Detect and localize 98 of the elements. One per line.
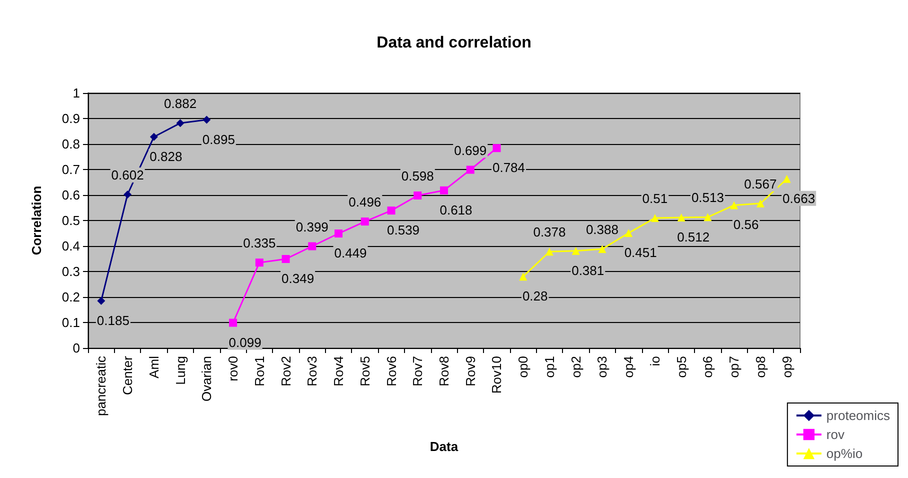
data-label: 0.496 [348, 194, 382, 210]
data-label: 0.378 [533, 224, 566, 240]
y-tick-label: 0.8 [62, 136, 80, 152]
point [519, 272, 528, 281]
point [414, 192, 422, 200]
legend-label: rov [826, 427, 845, 442]
point [97, 296, 106, 305]
data-label: 0.895 [202, 132, 235, 147]
point [677, 213, 686, 222]
data-label: 0.618 [440, 202, 472, 218]
x-tick-label: Rov1 [252, 356, 267, 386]
point [782, 174, 791, 183]
data-label: 0.51 [642, 190, 668, 206]
point [730, 201, 738, 210]
data-label: 0.512 [677, 229, 710, 244]
x-tick-label: pancreatic [94, 356, 109, 416]
x-tick-label: io [647, 356, 662, 366]
x-tick-label: Rov9 [462, 356, 478, 386]
data-label: 0.099 [228, 334, 262, 350]
point [624, 228, 633, 237]
y-tick-label: 0.1 [62, 315, 80, 330]
x-tick-label: op1 [542, 356, 557, 378]
data-label: 0.663 [782, 190, 816, 206]
x-tick-label: op0 [516, 356, 531, 378]
point [334, 230, 343, 238]
x-axis-title: Data [430, 439, 459, 454]
y-tick-label: 0.3 [62, 264, 80, 279]
y-tick-label: 0.6 [62, 188, 80, 202]
point [492, 144, 501, 152]
data-label: 0.399 [296, 219, 328, 234]
y-tick-label: 0.2 [62, 290, 80, 304]
point [598, 245, 606, 254]
x-tick-label: op6 [700, 356, 716, 378]
x-tick-label: op4 [621, 356, 636, 378]
data-label: 0.882 [164, 96, 197, 112]
x-tick-label: Aml [146, 356, 162, 378]
point [308, 242, 316, 250]
data-label: 0.349 [282, 271, 314, 286]
point [756, 199, 764, 208]
x-tick-label: Rov4 [331, 356, 346, 386]
y-tick-label: 0.9 [62, 111, 80, 126]
point [176, 119, 184, 128]
point [255, 258, 264, 267]
x-tick-label: Ovarian [199, 356, 214, 402]
point [545, 248, 554, 256]
x-tick-label: op2 [568, 356, 584, 378]
data-label: 0.567 [744, 176, 777, 192]
x-tick-label: op8 [752, 356, 768, 378]
x-tick-label: Rov5 [357, 356, 372, 386]
point [387, 206, 396, 215]
x-tick-label: op9 [779, 356, 794, 378]
data-label: 0.381 [572, 262, 604, 278]
x-tick-label: Rov10 [489, 356, 504, 394]
data-label: 0.513 [691, 190, 724, 206]
point [282, 255, 290, 264]
y-tick-label: 1 [72, 86, 80, 100]
data-label: 0.539 [386, 222, 420, 238]
x-tick-label: Rov8 [436, 356, 452, 386]
y-axis-title: Correlation [29, 186, 44, 256]
point [360, 218, 369, 226]
data-label: 0.451 [624, 244, 657, 260]
data-label: 0.388 [586, 222, 618, 238]
x-tick-label: Rov6 [384, 356, 399, 386]
legend-label: proteomics [826, 408, 890, 423]
x-tick-label: Rov2 [278, 356, 294, 386]
point [466, 166, 474, 174]
legend-label: op%io [826, 446, 863, 461]
data-label: 0.56 [733, 217, 759, 232]
x-tick-label: Center [120, 355, 136, 396]
point [440, 186, 448, 194]
y-tick-label: 0.7 [62, 162, 80, 177]
x-tick-label: Lung [172, 356, 188, 385]
point [150, 132, 158, 141]
data-label: 0.828 [150, 148, 182, 164]
y-tick-label: 0.5 [62, 213, 80, 228]
point [229, 318, 238, 327]
data-label: 0.699 [454, 142, 487, 158]
point [202, 116, 211, 124]
data-label: 0.28 [522, 288, 548, 304]
point [704, 213, 712, 222]
point [572, 246, 580, 255]
data-label: 0.602 [111, 167, 144, 182]
point [650, 214, 659, 222]
data-label: 0.598 [401, 168, 434, 184]
x-tick-label: op5 [674, 356, 689, 378]
chart-title: Data and correlation [376, 34, 532, 52]
y-tick-label: 0 [72, 340, 80, 356]
data-label: 0.335 [243, 236, 276, 251]
x-tick-label: op3 [594, 356, 610, 378]
data-label: 0.784 [492, 160, 526, 176]
point [124, 190, 132, 198]
data-label: 0.449 [334, 246, 367, 261]
data-label: 0.185 [96, 312, 130, 328]
x-tick-label: Rov7 [410, 356, 426, 386]
x-tick-label: rov0 [226, 356, 241, 382]
x-tick-label: op7 [726, 356, 742, 378]
y-tick-label: 0.4 [62, 238, 80, 254]
x-tick-label: Rov3 [304, 356, 320, 386]
